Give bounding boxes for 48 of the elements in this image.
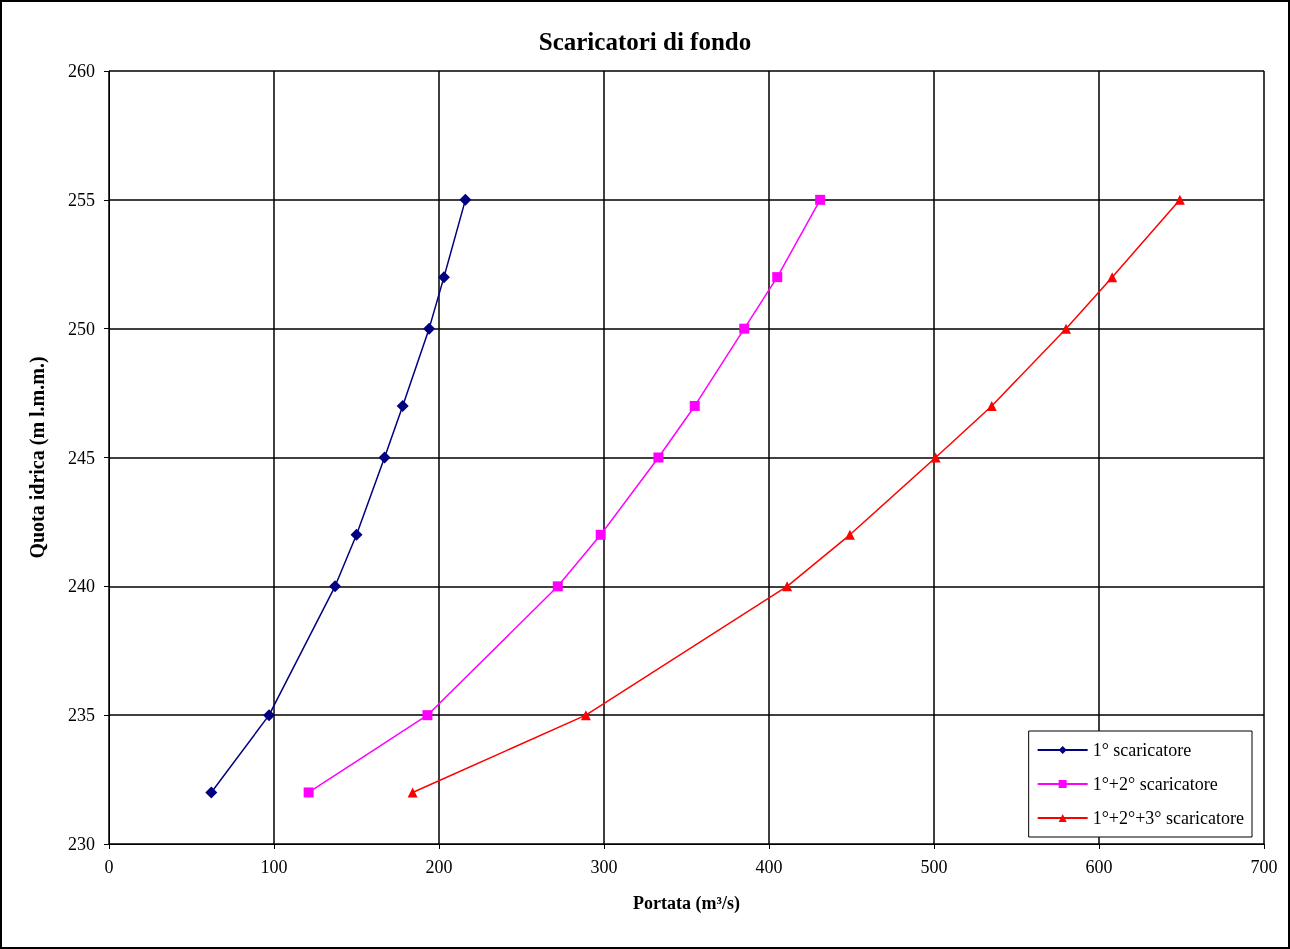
- point: [552, 581, 563, 592]
- y-tick-label: 235: [68, 705, 95, 726]
- y-tick-label: 245: [68, 447, 95, 468]
- point: [422, 710, 433, 721]
- y-axis-title: Quota idrica (m l.m.m.): [26, 356, 49, 559]
- point: [986, 400, 997, 411]
- point: [689, 400, 700, 411]
- legend-label: 1°+2° scaricatore: [1092, 774, 1218, 794]
- x-tick-label: 200: [425, 857, 453, 877]
- point: [782, 581, 793, 592]
- x-axis-title: Portata (m³/s): [633, 893, 740, 914]
- point: [595, 529, 606, 540]
- point: [459, 193, 472, 206]
- point: [844, 529, 855, 540]
- legend-label: 1° scaricatore: [1092, 740, 1192, 760]
- x-tick-label: 500: [920, 857, 948, 877]
- chart-title: Scaricatori di fondo: [538, 28, 752, 55]
- point: [263, 709, 276, 722]
- y-tick-label: 255: [68, 189, 95, 210]
- point: [350, 528, 363, 541]
- point: [396, 399, 409, 412]
- point: [930, 452, 941, 463]
- point: [739, 323, 750, 334]
- point: [815, 194, 826, 205]
- y-tick-label: 230: [68, 834, 95, 854]
- x-tick-label: 700: [1250, 857, 1278, 877]
- x-tick-label: 600: [1085, 857, 1113, 877]
- point: [1107, 272, 1118, 283]
- point: [303, 787, 314, 798]
- point: [205, 786, 218, 799]
- point: [437, 271, 450, 284]
- x-tick-label: 400: [755, 857, 783, 877]
- point: [772, 272, 783, 283]
- y-tick-label: 250: [68, 318, 95, 339]
- x-tick-label: 100: [260, 857, 288, 877]
- point: [407, 787, 418, 798]
- y-tick-label: 260: [68, 61, 95, 81]
- point: [653, 452, 664, 463]
- y-tick-label: 240: [68, 576, 95, 597]
- x-tick-label: 0: [104, 857, 114, 877]
- legend-label: 1°+2°+3° scaricatore: [1092, 808, 1245, 828]
- point: [580, 710, 591, 721]
- point: [329, 580, 342, 593]
- x-tick-label: 300: [590, 857, 618, 877]
- point: [1174, 194, 1185, 205]
- point: [423, 322, 436, 335]
- point: [1061, 323, 1071, 334]
- point: [378, 451, 391, 464]
